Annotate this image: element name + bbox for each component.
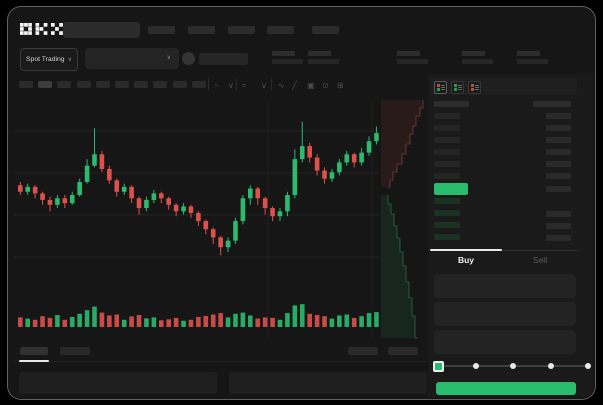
bottom-box[interactable] [229,372,427,394]
camera-icon[interactable]: ▣ [307,81,315,90]
stat-value-placeholder [397,59,428,64]
pair-selector-dropdown[interactable]: ∨ [85,48,179,69]
orderbook-ask-price[interactable] [434,173,460,179]
timeframe-button[interactable] [76,81,91,88]
chevron-down-icon[interactable]: ∨ [228,81,234,90]
orderbook-bid-price[interactable] [434,210,460,216]
timeframe-button[interactable] [57,81,72,88]
search-input[interactable] [63,22,140,38]
market-type-label: Spot Trading [26,56,65,63]
stat-value-placeholder [272,59,303,64]
slider-handle[interactable] [433,361,444,372]
timeframe-button[interactable] [95,81,110,88]
order-field-input[interactable] [434,302,576,326]
chevron-down-icon[interactable]: ∨ [261,81,267,90]
tab-sell[interactable]: Sell [532,255,548,265]
timeframe-button[interactable] [191,81,206,88]
stat-label-placeholder [272,51,295,56]
bottom-tab[interactable] [20,347,48,355]
orderbook-ask-price[interactable] [434,161,460,167]
order-field-input[interactable] [434,274,576,298]
orderbook-bid-price[interactable] [434,234,460,240]
bottom-tab[interactable] [60,347,90,355]
market-type-selector[interactable]: Spot Trading ∨ [20,48,78,71]
stat-value-placeholder [462,59,493,64]
chevron-down-icon: ∨ [166,55,171,61]
line-style-icon[interactable]: ∿ [278,81,285,90]
trade-tabs-divider [430,250,580,251]
okx-logo [20,23,63,35]
orderbook-last-price [434,183,468,195]
last-price-placeholder [199,53,248,65]
stat-value-placeholder [517,59,548,64]
orderbook-bid-price[interactable] [434,198,460,204]
nav-item[interactable] [188,26,215,34]
nav-item[interactable] [148,26,175,34]
timeframe-button[interactable] [172,81,187,88]
active-tab-indicator [430,249,502,251]
bottom-tab-underline [19,360,49,362]
orderbook-bids-only-icon[interactable] [451,81,464,94]
orderbook-bid-amount [546,211,571,217]
draw-icon[interactable]: ╱ [292,81,297,90]
orderbook-ask-amount [546,137,571,143]
indicator-icon[interactable]: ~ [214,81,219,90]
slider-stop-dot[interactable] [510,363,516,369]
timeframe-button[interactable] [19,81,33,88]
slider-stop-dot[interactable] [547,363,554,369]
stat-label-placeholder [397,51,420,56]
timeframe-button[interactable] [134,81,149,88]
chevron-down-icon: ∨ [67,56,72,63]
nav-item[interactable] [312,26,339,34]
orderbook-ask-amount [546,149,571,155]
timeframe-button[interactable] [153,81,168,88]
orderbook-asks-only-icon[interactable] [468,81,481,94]
fullscreen-icon[interactable]: ⊞ [337,81,344,90]
toolbar-divider [208,79,209,90]
compare-icon[interactable]: ≈ [242,81,247,90]
bottom-divider [14,361,426,362]
orderbook-both-sides-icon[interactable] [434,81,447,94]
orderbook-ask-price[interactable] [434,125,460,131]
tab-buy[interactable]: Buy [457,255,475,265]
orderbook-ask-amount [546,161,571,167]
buy-submit-button[interactable] [436,382,576,395]
toolbar-divider [236,79,237,90]
orderbook-header-amount [533,101,571,107]
orderbook-ask-price[interactable] [434,137,460,143]
stat-label-placeholder [308,51,331,56]
toolbar-divider [271,79,272,90]
stat-label-placeholder [462,51,485,56]
settings-icon[interactable]: ⊙ [322,81,329,90]
bottom-action[interactable] [348,347,378,355]
orderbook-last-amount [546,186,571,192]
coin-icon [182,52,195,65]
timeframe-button[interactable] [115,81,129,88]
orderbook-toolbar-strip [431,78,577,95]
orderbook-bid-amount [546,235,571,241]
order-field-input[interactable] [434,330,576,354]
orderbook-bid-amount [546,223,571,229]
stat-label-placeholder [517,51,540,56]
slider-stop-dot[interactable] [585,363,591,369]
bottom-action[interactable] [388,347,418,355]
orderbook-header-price [434,101,469,107]
nav-item[interactable] [228,26,255,34]
slider-stop-dot[interactable] [472,363,479,369]
stat-value-placeholder [308,59,339,64]
orderbook-ask-amount [546,173,571,179]
timeframe-button[interactable] [38,81,53,88]
orderbook-ask-price[interactable] [434,113,460,119]
nav-item[interactable] [267,26,294,34]
orderbook-ask-price[interactable] [434,149,460,155]
bottom-box[interactable] [19,372,217,394]
orderbook-bid-price[interactable] [434,222,460,228]
orderbook-ask-amount [546,125,571,131]
orderbook-ask-amount [546,113,571,119]
